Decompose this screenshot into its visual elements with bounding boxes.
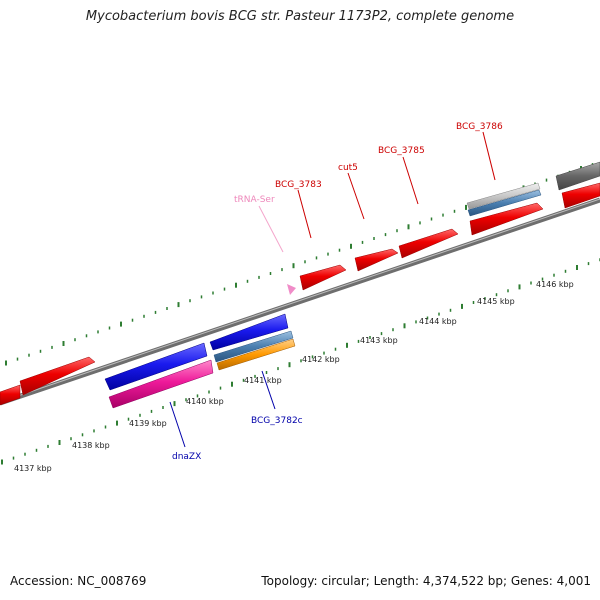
gene-label-dnazx[interactable]: dnaZX (172, 452, 201, 462)
gene-bcg-3785-arrow[interactable] (398, 228, 459, 259)
grey-gene-arrow[interactable] (555, 161, 600, 191)
forward-gene-arrow[interactable] (561, 182, 600, 209)
bcg-3783-leader (297, 189, 312, 239)
gene-label-bcg-3786[interactable]: BCG_3786 (456, 122, 503, 132)
gene-bcg-3783-arrow[interactable] (299, 264, 347, 291)
reverse-strand-features (104, 313, 296, 409)
kbp-label: 4139 kbp (129, 419, 167, 428)
genome-backbone-highlight (0, 198, 600, 403)
kbp-label: 4143 kbp (360, 336, 398, 345)
bcg-3782c-steelblue-feature[interactable] (213, 330, 294, 363)
reverse-scale-ticks (1, 258, 600, 465)
kbp-label: 4140 kbp (186, 397, 224, 406)
cut5-leader (347, 172, 365, 220)
gene-labels: BCG_3786 BCG_3785 cut5 BCG_3783 tRNA-Ser… (172, 122, 503, 462)
gene-label-bcg-3782c[interactable]: BCG_3782c (251, 416, 303, 426)
forward-gene-arrow[interactable] (19, 356, 96, 396)
genome-backbone (0, 197, 600, 406)
kbp-label: 4141 kbp (244, 376, 282, 385)
bcg-3786-feature-steelblue[interactable] (467, 189, 542, 217)
gene-label-leaders (169, 131, 496, 448)
trna-ser-leader (258, 205, 284, 253)
bcg-3786-leader (482, 131, 496, 181)
gene-bcg-3786-arrow[interactable] (469, 202, 544, 236)
kbp-label: 4138 kbp (72, 441, 110, 450)
bcg-3786-feature-light[interactable] (466, 182, 541, 210)
bcg-3782c-reverse-arrow[interactable] (209, 313, 289, 351)
kbp-scale-labels: 4137 kbp 4138 kbp 4139 kbp 4140 kbp 4141… (14, 280, 574, 473)
gene-label-bcg-3785[interactable]: BCG_3785 (378, 146, 425, 156)
kbp-label: 4137 kbp (14, 464, 52, 473)
dnazx-pink-feature[interactable] (108, 359, 214, 409)
forward-scale-ticks (5, 163, 594, 366)
kbp-label: 4144 kbp (419, 317, 457, 326)
accession-label: Accession: NC_008769 (10, 574, 147, 588)
kbp-label: 4142 kbp (302, 355, 340, 364)
gene-cut5-arrow[interactable] (354, 248, 399, 272)
trna-ser-marker[interactable] (287, 284, 296, 295)
dnazx-reverse-arrow[interactable] (104, 342, 208, 391)
bcg-3785-leader (402, 156, 419, 205)
gene-label-bcg-3783[interactable]: BCG_3783 (275, 180, 322, 190)
kbp-label: 4146 kbp (536, 280, 574, 289)
bcg-3782c-leader (261, 370, 276, 410)
gene-label-trna-ser[interactable]: tRNA-Ser (234, 195, 275, 205)
kbp-label: 4145 kbp (477, 297, 515, 306)
dnazx-leader (169, 401, 186, 448)
genome-summary: Topology: circular; Length: 4,374,522 bp… (261, 574, 591, 588)
bcg-3782c-orange-feature[interactable] (216, 338, 296, 371)
genome-title: Mycobacterium bovis BCG str. Pasteur 117… (85, 9, 515, 24)
gene-label-cut5[interactable]: cut5 (338, 163, 358, 173)
forward-strand-features (0, 161, 600, 406)
forward-gene-arrow[interactable] (0, 384, 21, 406)
